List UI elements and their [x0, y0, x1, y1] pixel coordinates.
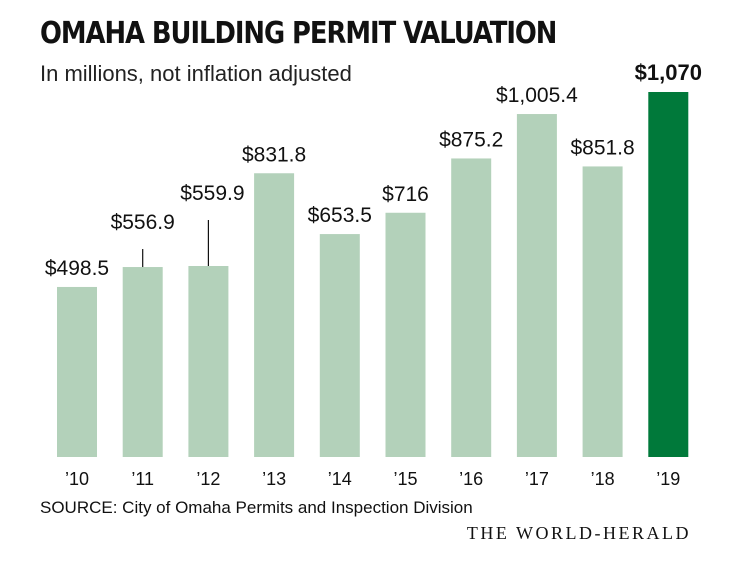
- chart-subtitle: In millions, not inflation adjusted: [40, 61, 352, 86]
- data-label-1: $556.9: [111, 211, 175, 234]
- x-tick-label-9: ’19: [656, 469, 680, 489]
- x-tick-label-8: ’18: [591, 469, 615, 489]
- x-tick-label-2: ’12: [196, 469, 220, 489]
- bar-2: [188, 266, 229, 457]
- data-label-3: $831.8: [242, 143, 306, 166]
- bar-8: [582, 166, 623, 457]
- data-label-8: $851.8: [570, 136, 634, 159]
- bar-1: [122, 267, 163, 457]
- bar-9: [648, 92, 689, 457]
- data-label-9: $1,070: [635, 60, 702, 85]
- data-label-6: $875.2: [439, 128, 503, 151]
- x-tick-label-5: ’15: [393, 469, 417, 489]
- bar-3: [254, 173, 295, 458]
- data-label-0: $498.5: [45, 257, 109, 280]
- x-tick-label-6: ’16: [459, 469, 483, 489]
- bar-4: [319, 234, 360, 457]
- x-tick-label-1: ’11: [131, 469, 154, 489]
- publisher-logo: THE WORLD-HERALD: [466, 523, 691, 543]
- data-label-7: $1,005.4: [496, 84, 578, 107]
- x-tick-label-0: ’10: [65, 469, 89, 489]
- chart-title: OMAHA BUILDING PERMIT VALUATION: [40, 16, 557, 51]
- x-tick-label-3: ’13: [262, 469, 286, 489]
- x-tick-label-4: ’14: [328, 469, 352, 489]
- bar-0: [57, 286, 97, 457]
- data-label-5: $716: [382, 183, 429, 206]
- bar-6: [451, 158, 492, 457]
- bar-5: [385, 212, 426, 457]
- data-label-2: $559.9: [180, 182, 244, 205]
- source-note: SOURCE: City of Omaha Permits and Inspec…: [40, 498, 473, 517]
- data-label-4: $653.5: [308, 204, 372, 227]
- bar-7: [516, 114, 557, 458]
- x-tick-label-7: ’17: [525, 469, 549, 489]
